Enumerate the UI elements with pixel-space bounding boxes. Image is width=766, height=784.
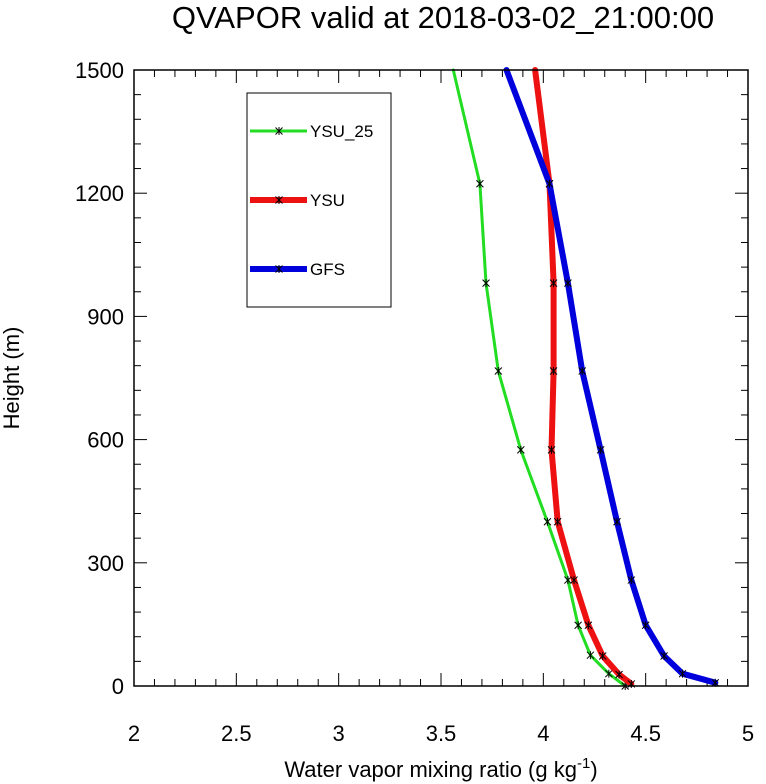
x-tick-label: 5	[742, 721, 754, 746]
data-point-ysu-25	[564, 576, 572, 585]
legend-label: GFS	[310, 260, 345, 279]
data-point-gfs	[578, 367, 587, 376]
axis-ticks	[133, 69, 749, 687]
legend-marker	[275, 265, 283, 273]
data-point-gfs	[596, 445, 605, 454]
data-point-ysu	[549, 367, 558, 376]
x-axis-label-main: Water vapor mixing ratio (g kg	[284, 757, 577, 782]
series-ysu-25	[451, 68, 630, 690]
data-point-ysu-25	[494, 367, 503, 376]
data-point-gfs	[613, 517, 621, 526]
x-tick-label: 4	[537, 721, 549, 746]
y-tick-label: 300	[87, 551, 124, 576]
x-tick-label: 2.5	[221, 721, 252, 746]
legend-item-gfs: GFS	[250, 260, 345, 279]
data-point-ysu	[584, 621, 593, 630]
x-tick-label: 2	[128, 721, 140, 746]
plot-frame	[133, 69, 749, 687]
legend-marker	[275, 196, 283, 204]
series-layer	[451, 67, 720, 690]
legend-marker	[275, 127, 283, 135]
y-tick-labels: 0 300 600 900 1200 1500	[75, 58, 124, 699]
x-tick-label: 4.5	[630, 721, 661, 746]
legend-item-ysu-25: YSU_25	[250, 122, 373, 141]
data-point-gfs	[678, 669, 687, 678]
y-tick-label: 1200	[75, 181, 124, 206]
data-point-gfs	[564, 279, 572, 288]
x-axis-label-exponent: -1	[577, 755, 590, 772]
data-point-ysu	[553, 517, 562, 526]
data-point-ysu	[570, 576, 578, 585]
data-point-gfs	[627, 576, 636, 585]
series-gfs	[503, 67, 720, 687]
legend-label: YSU_25	[310, 122, 373, 141]
y-tick-label: 600	[87, 428, 124, 453]
y-tick-label: 0	[112, 674, 124, 699]
data-point-ysu	[547, 445, 556, 454]
x-tick-labels: 2 2.5 3 3.5 4 4.5 5	[128, 721, 754, 746]
data-point-gfs	[641, 621, 650, 630]
data-point-ysu-25	[574, 621, 582, 630]
data-point-ysu-25	[586, 651, 595, 660]
y-axis-label: Height (m)	[0, 327, 24, 430]
y-tick-label: 1500	[75, 58, 124, 83]
data-point-ysu-25	[482, 279, 490, 288]
data-point-gfs	[660, 652, 668, 661]
x-axis-label-close: )	[590, 757, 597, 782]
data-point-ysu-25	[543, 517, 552, 526]
series-line-gfs	[503, 67, 719, 686]
data-point-gfs	[545, 179, 554, 188]
y-tick-label: 900	[87, 304, 124, 329]
x-tick-label: 3.5	[426, 721, 457, 746]
data-point-ysu	[598, 652, 607, 661]
chart-title: QVAPOR valid at 2018-03-02_21:00:00	[172, 0, 714, 35]
data-point-ysu-25	[516, 445, 525, 454]
x-axis-label: Water vapor mixing ratio (g kg-1)	[284, 755, 597, 782]
data-point-ysu-25	[604, 669, 613, 678]
legend: YSU_25 YSU GFS	[246, 92, 392, 308]
x-tick-label: 3	[333, 721, 345, 746]
legend-item-ysu: YSU	[250, 191, 345, 210]
data-point-ysu-25	[476, 179, 484, 188]
data-point-ysu	[615, 670, 623, 679]
data-point-ysu	[549, 279, 558, 288]
legend-label: YSU	[310, 191, 345, 210]
